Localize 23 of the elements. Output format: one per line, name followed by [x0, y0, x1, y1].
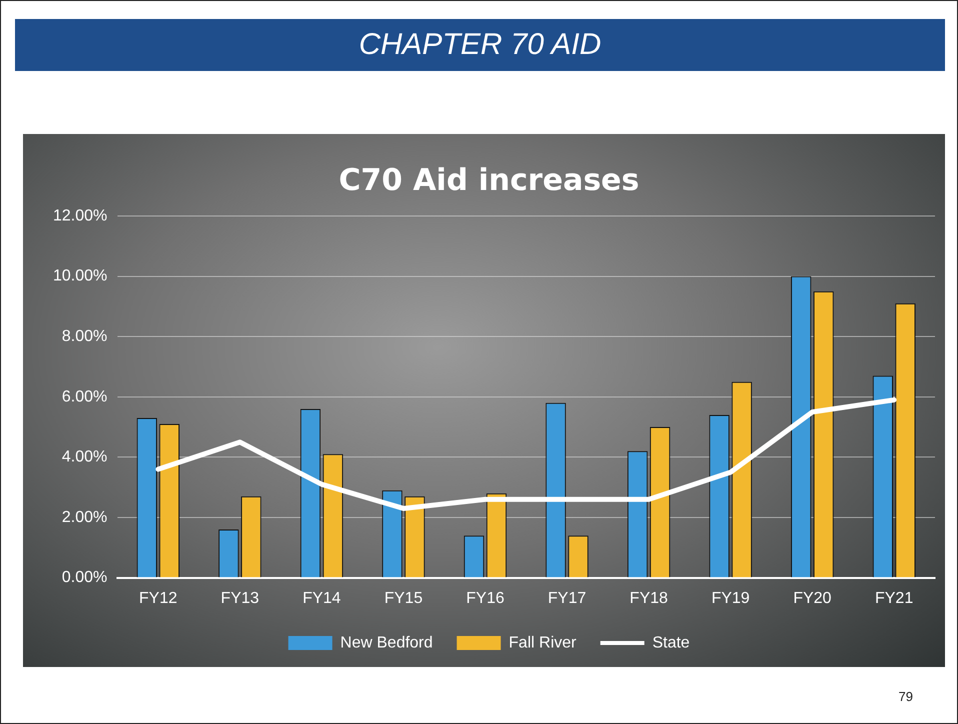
- x-tick-label: FY20: [793, 590, 832, 607]
- text: 79: [898, 689, 913, 704]
- x-tick-label: FY16: [466, 590, 504, 607]
- x-tick-label: FY17: [548, 590, 586, 607]
- legend-label: State: [652, 634, 690, 652]
- text: CHAPTER 70 AID: [15, 19, 945, 71]
- x-tick-label: FY15: [384, 590, 423, 607]
- y-tick-label: 0.00%: [62, 569, 108, 586]
- chart-title: C70 Aid increases: [338, 162, 640, 198]
- legend-label: New Bedford: [340, 634, 433, 652]
- y-tick-label: 6.00%: [62, 388, 108, 406]
- y-tick-label: 10.00%: [53, 268, 108, 285]
- y-tick-label: 4.00%: [62, 448, 108, 466]
- x-tick-label: FY21: [874, 590, 914, 607]
- x-tick-label: FY13: [220, 590, 260, 607]
- y-tick-label: 12.00%: [53, 207, 108, 224]
- x-tick-label: FY14: [302, 590, 341, 607]
- x-tick-label: FY18: [630, 590, 668, 607]
- x-tick-label: FY19: [711, 590, 750, 607]
- x-tick-label: FY12: [139, 590, 178, 607]
- legend-label: Fall River: [508, 634, 578, 652]
- y-tick-label: 8.00%: [62, 328, 108, 346]
- y-tick-label: 2.00%: [62, 508, 108, 526]
